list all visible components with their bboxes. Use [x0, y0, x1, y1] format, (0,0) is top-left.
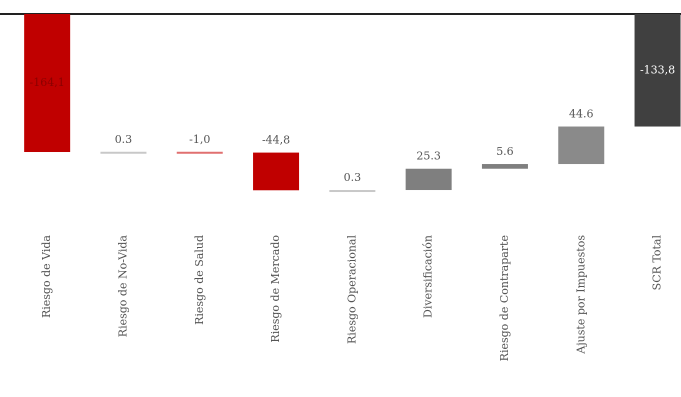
value-label: -133,8 — [640, 63, 675, 76]
value-label: 44.6 — [569, 108, 594, 121]
value-label: 25.3 — [416, 150, 441, 163]
x-tick-label: Riesgo de No-Vida — [116, 235, 129, 338]
x-tick-label: Riesgo de Vida — [40, 235, 53, 318]
bar — [558, 126, 605, 165]
bar — [405, 168, 452, 191]
bar — [176, 151, 223, 154]
value-label: -1,0 — [189, 133, 210, 146]
value-label: -44,8 — [262, 134, 290, 147]
bar — [329, 190, 376, 193]
bar — [481, 164, 528, 169]
value-label: 0.3 — [115, 133, 133, 146]
bar — [100, 151, 147, 154]
bar — [634, 14, 681, 127]
x-tick-label: Riesgo de Contraparte — [498, 235, 511, 361]
bar — [253, 152, 300, 191]
value-label: 5.6 — [496, 145, 514, 158]
x-tick-label: Riesgo de Salud — [193, 235, 206, 325]
x-tick-label: Diversificación — [422, 235, 435, 318]
x-tick-label: SCR Total — [651, 235, 664, 291]
x-tick-label: Riesgo Operacional — [345, 235, 358, 344]
value-label: 0.3 — [344, 171, 362, 184]
x-tick-label: Ajuste por Impuestos — [574, 235, 587, 355]
value-label: -164,1 — [30, 76, 65, 89]
bar — [24, 14, 71, 153]
x-tick-label: Riesgo de Mercado — [269, 235, 282, 343]
